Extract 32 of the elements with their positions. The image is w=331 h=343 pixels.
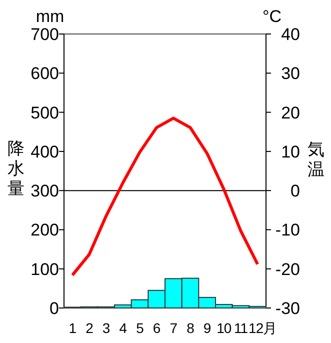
annotation: °C bbox=[262, 7, 282, 26]
xtick: 9 bbox=[203, 320, 211, 336]
ylabel: 降水量 bbox=[8, 139, 24, 198]
ytick: 600 bbox=[30, 64, 59, 84]
y2tick: 20 bbox=[281, 103, 300, 122]
xtick: 1 bbox=[68, 320, 76, 336]
xtick: 8 bbox=[186, 320, 194, 336]
xtick: 6 bbox=[152, 320, 160, 336]
ytick: 300 bbox=[30, 182, 59, 201]
y2tick: 10 bbox=[281, 142, 300, 162]
ytick: 500 bbox=[30, 103, 59, 122]
y2label: 気温 bbox=[308, 140, 324, 179]
xtick: 2 bbox=[86, 320, 93, 336]
y2tick: 0 bbox=[290, 182, 300, 201]
y2tick: -30 bbox=[275, 299, 300, 318]
ytick: 0 bbox=[50, 299, 59, 318]
y2tick: -10 bbox=[275, 220, 300, 240]
xtick: 11 bbox=[234, 320, 248, 336]
xtick: 4 bbox=[119, 320, 127, 336]
xtick: 5 bbox=[136, 320, 144, 336]
xtick: 7 bbox=[170, 320, 178, 336]
ytick: 700 bbox=[30, 25, 59, 44]
ytick: 100 bbox=[30, 260, 59, 279]
ytick: 200 bbox=[30, 220, 59, 240]
xtick: 10 bbox=[216, 320, 232, 336]
y2tick: -20 bbox=[275, 260, 300, 279]
annotation: mm bbox=[36, 7, 64, 26]
y2tick: 30 bbox=[281, 64, 300, 84]
ytick: 400 bbox=[30, 142, 59, 162]
xtick: 3 bbox=[102, 320, 110, 336]
y2tick: 40 bbox=[281, 25, 300, 44]
xtick: 12月 bbox=[248, 320, 277, 336]
